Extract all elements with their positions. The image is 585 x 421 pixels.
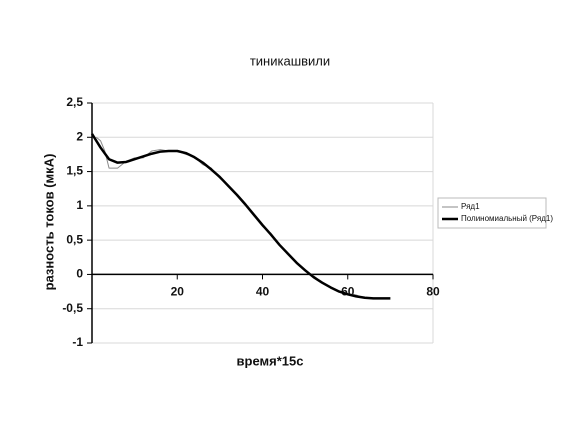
chart-title: тиникашвили [250, 53, 330, 68]
y-tick-label: -1 [72, 335, 83, 349]
x-axis-label: время*15с [237, 353, 304, 368]
legend-box [437, 197, 547, 229]
data-line [90, 133, 391, 300]
y-tick-label: 1,5 [66, 164, 83, 178]
y-tick-label: -0,5 [62, 301, 83, 315]
x-tick-label: 40 [256, 285, 270, 299]
x-tick-label: 80 [426, 285, 440, 299]
y-tick-label: 2 [76, 129, 83, 143]
x-tick-label: 20 [171, 285, 185, 299]
legend-label: Полиномиальный (Ряд1) [461, 214, 553, 223]
y-tick-label: 0 [76, 267, 83, 281]
legend-label: Ряд1 [461, 202, 480, 211]
y-axis-label: разность токов (мкА) [41, 154, 56, 291]
y-tick-label: 0,5 [66, 232, 83, 246]
y-tick-label: 1 [76, 198, 83, 212]
y-tick-label: 2,5 [66, 95, 83, 109]
